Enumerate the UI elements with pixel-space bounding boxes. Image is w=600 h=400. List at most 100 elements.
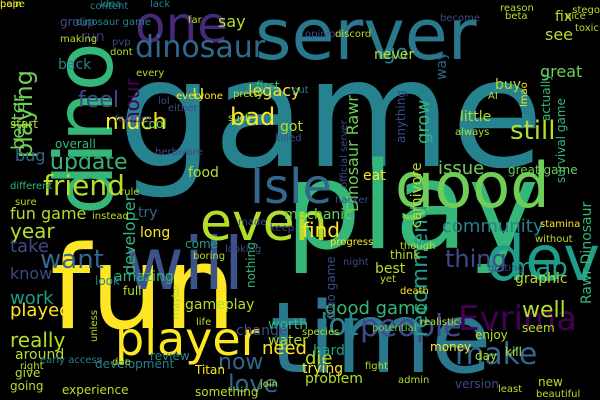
cloud-word: go	[383, 40, 408, 64]
cloud-word: instead	[92, 211, 129, 222]
cloud-word: every	[136, 68, 165, 79]
cloud-word: even	[200, 193, 328, 253]
cloud-word: want	[40, 245, 104, 275]
cloud-word: one	[135, 0, 229, 54]
cloud-word: cool	[142, 117, 167, 131]
cloud-word: lmao	[519, 82, 530, 107]
cloud-word: best	[375, 261, 406, 277]
cloud-word: experience	[62, 383, 129, 397]
cloud-word: different	[10, 181, 53, 192]
cloud-word: worth	[268, 317, 309, 333]
cloud-word: seem	[522, 321, 555, 335]
cloud-word: come	[185, 237, 219, 251]
cloud-word: killed	[275, 133, 302, 144]
cloud-word: full	[123, 284, 142, 298]
cloud-word: u	[192, 80, 205, 104]
cloud-word: keep	[270, 223, 295, 234]
cloud-word: fun game	[10, 204, 87, 223]
cloud-word: development	[95, 357, 175, 371]
cloud-word: review	[150, 349, 190, 363]
cloud-word: Isle	[250, 159, 333, 215]
cloud-word: lot	[320, 308, 359, 343]
cloud-word: content	[90, 1, 129, 12]
cloud-word: water	[268, 333, 308, 349]
cloud-word: due	[112, 357, 131, 368]
cloud-word: rule	[120, 187, 140, 198]
cloud-word: yet	[380, 274, 396, 285]
cloud-word: beta	[505, 11, 528, 22]
cloud-word: fix	[555, 9, 573, 25]
cloud-word: boring	[193, 251, 226, 262]
cloud-word: early access	[40, 355, 102, 366]
cloud-word: stamina	[540, 219, 581, 230]
cloud-word: survival game	[554, 98, 568, 183]
cloud-word: discord	[335, 29, 372, 40]
cloud-word: die	[305, 348, 333, 369]
cloud-word: take	[10, 236, 49, 257]
cloud-word: mechanic	[284, 207, 352, 223]
cloud-word: work	[10, 288, 54, 309]
cloud-word: good game	[325, 298, 427, 319]
cloud-word: realistic	[420, 317, 460, 328]
cloud-word: thing	[445, 245, 507, 273]
cloud-word: toxic	[575, 23, 599, 34]
cloud-word: never	[374, 47, 415, 63]
cloud-word: group	[60, 15, 95, 29]
cloud-word: pvp	[112, 37, 131, 48]
cloud-word: dinosaur game	[76, 17, 151, 28]
cloud-word: dinosaur	[135, 30, 266, 65]
cloud-word: trying	[302, 361, 344, 377]
cloud-word: developer	[120, 194, 139, 275]
cloud-word: without	[535, 234, 573, 245]
cloud-word: though	[400, 241, 436, 252]
cloud-word: Rawr Dinosaur	[579, 201, 595, 304]
cloud-word: sure	[15, 197, 37, 208]
cloud-word: join	[260, 379, 279, 390]
cloud-word: grow	[413, 99, 434, 144]
cloud-word: find	[302, 218, 340, 242]
cloud-word: see	[545, 25, 574, 44]
cloud-word: Titan	[195, 363, 225, 377]
cloud-word: people	[360, 309, 462, 344]
cloud-word: species	[302, 327, 340, 338]
cloud-word: friend	[43, 169, 125, 202]
cloud-word: version	[455, 377, 499, 391]
cloud-word: say	[218, 12, 246, 31]
cloud-word: unless	[89, 309, 100, 342]
cloud-word: run	[81, 29, 105, 45]
cloud-word: fun	[50, 222, 237, 356]
cloud-word: food	[188, 165, 219, 181]
cloud-word: look	[95, 274, 120, 288]
cloud-word: least	[498, 384, 523, 395]
cloud-word: anything	[394, 90, 408, 143]
cloud-word: start	[10, 117, 38, 131]
cloud-word: night	[343, 257, 369, 268]
cloud-word: kill	[505, 345, 522, 359]
cloud-word: server	[255, 0, 477, 76]
cloud-word: community	[442, 216, 544, 237]
cloud-word: money	[430, 340, 472, 354]
cloud-word: potential	[372, 323, 417, 334]
cloud-word: pretty	[233, 89, 264, 100]
cloud-word: enjoy	[475, 328, 508, 342]
cloud-word: problem	[305, 371, 363, 387]
cloud-word: legacy	[248, 81, 301, 100]
cloud-word: well	[522, 298, 566, 323]
cloud-word: around	[15, 347, 65, 363]
cloud-word: give	[15, 366, 41, 380]
cloud-word: dino game	[324, 256, 338, 320]
cloud-word: making	[60, 34, 98, 45]
cloud-word: nice	[565, 11, 586, 22]
cloud-word: make	[455, 337, 538, 372]
cloud-word: official server	[339, 120, 350, 188]
cloud-word: looking	[225, 244, 262, 255]
cloud-word: lol	[158, 96, 170, 107]
cloud-word: dev	[485, 222, 600, 295]
cloud-word: either	[168, 103, 198, 114]
cloud-word: Evrima	[458, 299, 577, 339]
cloud-word: need	[262, 338, 307, 359]
cloud-word: pain	[0, 0, 22, 10]
cloud-word: love	[228, 370, 279, 398]
cloud-word: think	[390, 248, 421, 262]
cloud-word: maybe	[171, 284, 182, 319]
